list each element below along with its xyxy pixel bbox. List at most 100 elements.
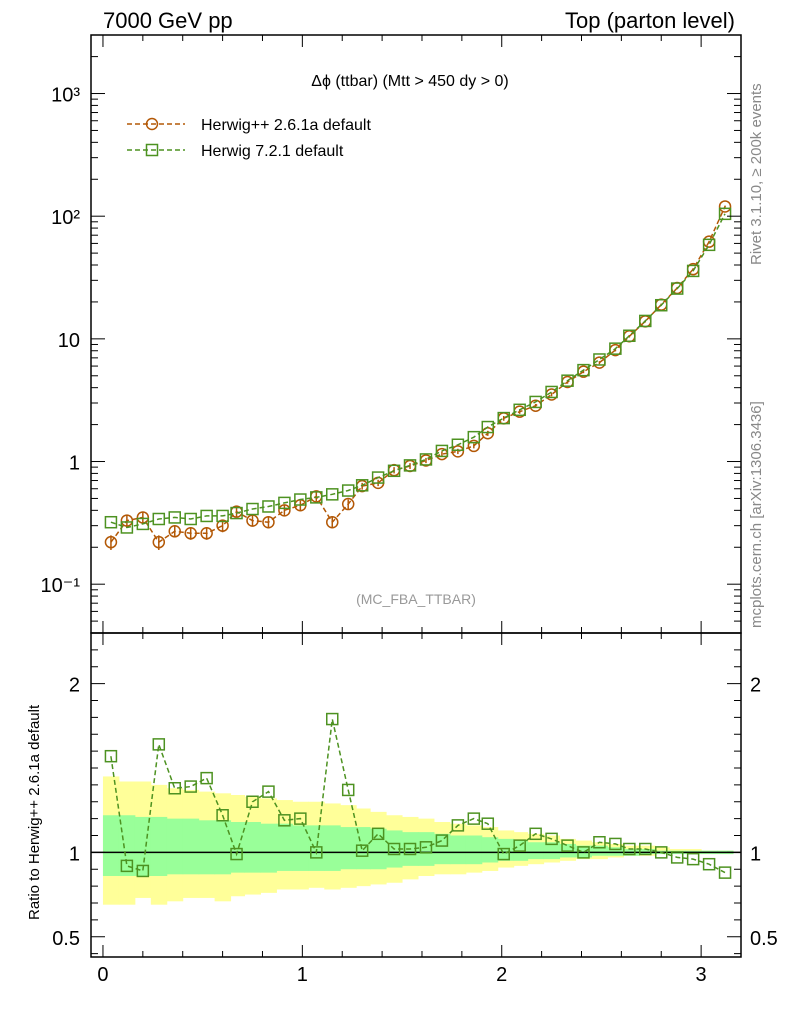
ratio-point-herwig7 bbox=[481, 817, 495, 830]
data-point-herwig7 bbox=[341, 484, 355, 497]
ratio-point-herwig7 bbox=[200, 771, 213, 785]
inner-band-bin bbox=[340, 827, 357, 870]
data-point-herwigpp bbox=[104, 535, 118, 549]
data-point-herwig7 bbox=[136, 517, 150, 531]
ratio-point-herwig7 bbox=[387, 842, 401, 856]
data-point-herwig7 bbox=[545, 385, 558, 399]
legend: Herwig++ 2.6.1a default Herwig 7.2.1 def… bbox=[127, 117, 371, 160]
inner-band-bin bbox=[639, 849, 656, 855]
ratio-point-herwig7 bbox=[702, 857, 716, 871]
legend-entry-herwigpp: Herwig++ 2.6.1a default bbox=[127, 117, 371, 134]
data-point-herwig7 bbox=[216, 509, 229, 523]
ratio-point-herwig7 bbox=[670, 851, 684, 864]
data-point-herwig7 bbox=[639, 314, 652, 328]
ratio-point-herwig7 bbox=[310, 846, 323, 859]
data-point-herwig7 bbox=[262, 500, 275, 513]
series-line-herwigpp bbox=[110, 206, 726, 544]
ratio-point-herwig7 bbox=[326, 712, 339, 726]
ratio-point-herwig7 bbox=[341, 783, 355, 797]
inner-band-bin bbox=[417, 832, 435, 866]
data-point-herwig7 bbox=[561, 374, 574, 387]
ratio-point-herwig7 bbox=[168, 782, 181, 795]
inner-band-bin bbox=[308, 825, 325, 871]
data-point-herwig7 bbox=[387, 464, 401, 478]
data-point-herwig7 bbox=[278, 496, 291, 510]
data-point-herwig7 bbox=[686, 264, 700, 278]
data-point-herwig7 bbox=[529, 395, 542, 409]
data-point-herwig7 bbox=[702, 238, 716, 252]
data-point-herwigpp bbox=[341, 497, 355, 511]
legend-entry-herwig7: Herwig 7.2.1 default bbox=[127, 143, 344, 160]
y-tick-label: 10³ bbox=[51, 85, 80, 107]
ratio-y-tick-label-right: 2 bbox=[750, 675, 761, 697]
data-point-herwig7 bbox=[467, 430, 481, 444]
ratio-point-herwig7 bbox=[262, 785, 275, 798]
ratio-point-herwig7 bbox=[686, 852, 700, 866]
inner-band-bin bbox=[134, 816, 152, 876]
data-point-herwigpp bbox=[262, 515, 275, 529]
ratio-point-herwig7 bbox=[104, 749, 118, 763]
data-point-herwigpp bbox=[168, 525, 181, 538]
mcplots-side-label: mcplots.cern.ch [arXiv:1306.3436] bbox=[748, 401, 765, 628]
inner-band-bin bbox=[497, 838, 515, 861]
inner-band-bin bbox=[166, 818, 184, 875]
legend-marker-circle bbox=[145, 117, 159, 131]
ratio-y-tick-label-right: 0.5 bbox=[750, 928, 778, 950]
ratio-plot-panel: 0 1 2 3 0.5 0.5 1 1 2 2 Ratio to Herwig++ 2.6.1a … bbox=[26, 632, 778, 986]
y-tick-label: 10 bbox=[58, 330, 80, 352]
data-point-herwig7 bbox=[609, 342, 622, 355]
data-point-herwigpp bbox=[120, 514, 134, 527]
data-point-herwig7 bbox=[513, 403, 526, 417]
data-point-herwig7 bbox=[403, 459, 417, 472]
data-point-herwig7 bbox=[435, 444, 449, 458]
inner-band-bin bbox=[182, 818, 200, 875]
inner-band-bin bbox=[102, 815, 120, 876]
ratio-point-herwig7 bbox=[294, 812, 307, 825]
rivet-side-label: Rivet 3.1.10, ≥ 200k events bbox=[748, 83, 765, 265]
inner-band-bin bbox=[527, 842, 545, 860]
data-point-herwig7 bbox=[120, 521, 134, 534]
data-point-herwigpp bbox=[467, 439, 481, 453]
y-tick-label: 10² bbox=[51, 207, 80, 229]
ratio-point-herwig7 bbox=[419, 841, 433, 854]
ratio-series-layer bbox=[91, 712, 741, 879]
ratio-point-herwig7 bbox=[639, 842, 652, 856]
ratio-y-tick-label-left: 1 bbox=[69, 843, 80, 865]
data-point-herwig7 bbox=[230, 506, 243, 520]
data-point-herwig7 bbox=[326, 488, 339, 501]
ratio-y-tick-label-left: 2 bbox=[69, 675, 80, 697]
ratio-y-tick-label-right: 1 bbox=[750, 843, 761, 865]
ratio-point-herwig7 bbox=[623, 842, 636, 856]
data-point-herwig7 bbox=[497, 411, 510, 425]
ratio-point-herwig7 bbox=[451, 819, 465, 832]
data-point-herwigpp bbox=[184, 527, 197, 540]
inner-band-bin bbox=[465, 835, 483, 865]
data-point-herwig7 bbox=[310, 491, 323, 504]
ratio-axes: 0 1 2 3 0.5 0.5 1 1 2 2 bbox=[52, 632, 778, 986]
y-tick-label: 10⁻¹ bbox=[41, 575, 81, 597]
data-point-herwigpp bbox=[718, 200, 732, 213]
ratio-point-herwig7 bbox=[136, 864, 150, 878]
ratio-point-herwig7 bbox=[278, 814, 291, 827]
data-point-herwig7 bbox=[371, 471, 385, 484]
ratio-y-tick-label-left: 0.5 bbox=[52, 928, 80, 950]
uncertainty-bands bbox=[102, 776, 734, 905]
inner-band-bin bbox=[214, 820, 232, 875]
header-left-label: 7000 GeV pp bbox=[103, 8, 233, 33]
data-point-herwig7 bbox=[246, 502, 259, 516]
data-point-herwig7 bbox=[654, 298, 668, 312]
x-tick-label: 2 bbox=[496, 964, 507, 986]
ratio-line-herwig7 bbox=[110, 718, 726, 874]
ratio-point-herwig7 bbox=[216, 809, 229, 822]
ratio-point-herwig7 bbox=[120, 859, 134, 873]
data-point-herwig7 bbox=[294, 493, 307, 506]
data-point-herwig7 bbox=[718, 207, 732, 221]
ratio-point-herwig7 bbox=[355, 844, 369, 857]
data-point-herwig7 bbox=[104, 515, 118, 529]
data-point-herwigpp bbox=[200, 527, 213, 540]
inner-band-bin bbox=[324, 825, 341, 871]
ratio-point-herwig7 bbox=[184, 780, 197, 793]
main-plot-title: Δϕ (ttbar) (Mtt > 450 dy > 0) bbox=[311, 73, 509, 90]
data-point-herwig7 bbox=[577, 363, 590, 377]
